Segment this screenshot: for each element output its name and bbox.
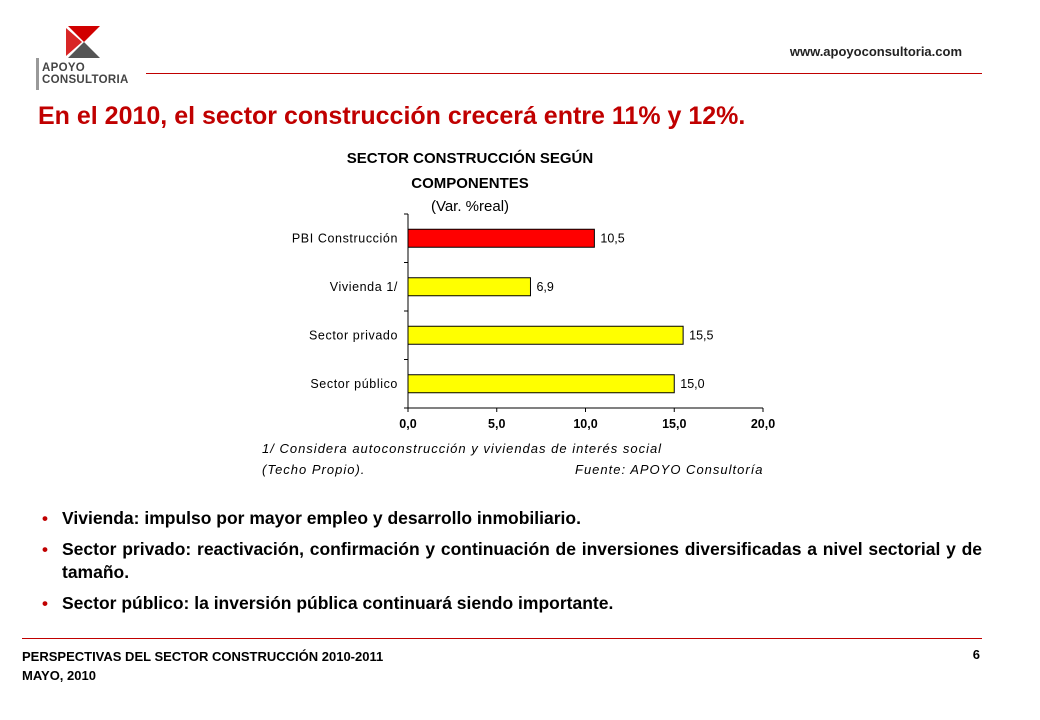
bullet-text: Sector privado: reactivación, confirmaci… (62, 539, 982, 582)
logo-line2: CONSULTORIA (42, 74, 129, 86)
logo-bar (36, 58, 39, 90)
bar (407, 277, 531, 297)
x-tick-label: 0,0 (399, 417, 416, 431)
bullet-dot-icon: • (42, 509, 48, 528)
data-label: 15,0 (680, 377, 704, 391)
header-divider (146, 73, 982, 74)
data-label: 10,5 (600, 231, 624, 245)
category-label: PBI Construcción (292, 231, 398, 245)
x-tick-label: 10,0 (573, 417, 597, 431)
bar-chart: PBI Construcción 10,5 Vivienda 1/6,9 Sector… (292, 213, 775, 431)
bullet-list: • Vivienda: impulso por mayor empleo y de… (42, 507, 982, 623)
apoyo-logo: APOYO CONSULTORIA (36, 24, 146, 90)
bar (407, 228, 595, 248)
bullet-item: • Sector privado: reactivación, confirmac… (42, 538, 982, 584)
bar (407, 325, 684, 345)
footer-divider (22, 638, 982, 639)
chart-title-line3: (Var. %real) (430, 198, 510, 215)
bullet-item: • Vivienda: impulso por mayor empleo y de… (42, 507, 982, 530)
bullet-text: Vivienda: impulso por mayor empleo y des… (62, 508, 581, 528)
bar (407, 374, 675, 394)
bullet-item: • Sector público: la inversión pública co… (42, 592, 982, 615)
category-label: Vivienda 1/ (330, 280, 398, 294)
x-tick-label: 20,0 (751, 417, 775, 431)
x-tick-label: 5,0 (488, 417, 505, 431)
chart-title-line1: SECTOR CONSTRUCCIÓN SEGÚN (346, 150, 594, 167)
logo-text: APOYO CONSULTORIA (42, 62, 129, 86)
footnote-line1: 1/ Considera autoconstrucción y vivienda… (262, 441, 663, 456)
x-tick-label: 15,0 (662, 417, 686, 431)
logo-emblem-icon (66, 26, 100, 58)
logo-line1: APOYO (42, 62, 86, 74)
page-title: En el 2010, el sector construcción crece… (38, 102, 746, 130)
bullet-dot-icon: • (42, 594, 48, 613)
footer-date: MAYO, 2010 (22, 668, 96, 683)
footer: PERSPECTIVAS DEL SECTOR CONSTRUCCIÓN 201… (22, 647, 383, 685)
data-label: 6,9 (536, 280, 553, 294)
data-label: 15,5 (689, 328, 713, 342)
page-number: 6 (972, 647, 980, 662)
chart-source: Fuente: APOYO Consultoría (575, 462, 764, 477)
chart-title-line2: COMPONENTES (411, 175, 529, 192)
bullet-text: Sector público: la inversión pública con… (62, 593, 614, 613)
category-label: Sector público (310, 377, 398, 391)
category-label: Sector privado (309, 328, 398, 342)
website-link[interactable]: www.apoyoconsultoria.com (789, 44, 962, 59)
footer-title: PERSPECTIVAS DEL SECTOR CONSTRUCCIÓN 201… (22, 649, 384, 664)
footnote-line2: (Techo Propio). (262, 462, 366, 477)
bullet-dot-icon: • (42, 540, 48, 559)
